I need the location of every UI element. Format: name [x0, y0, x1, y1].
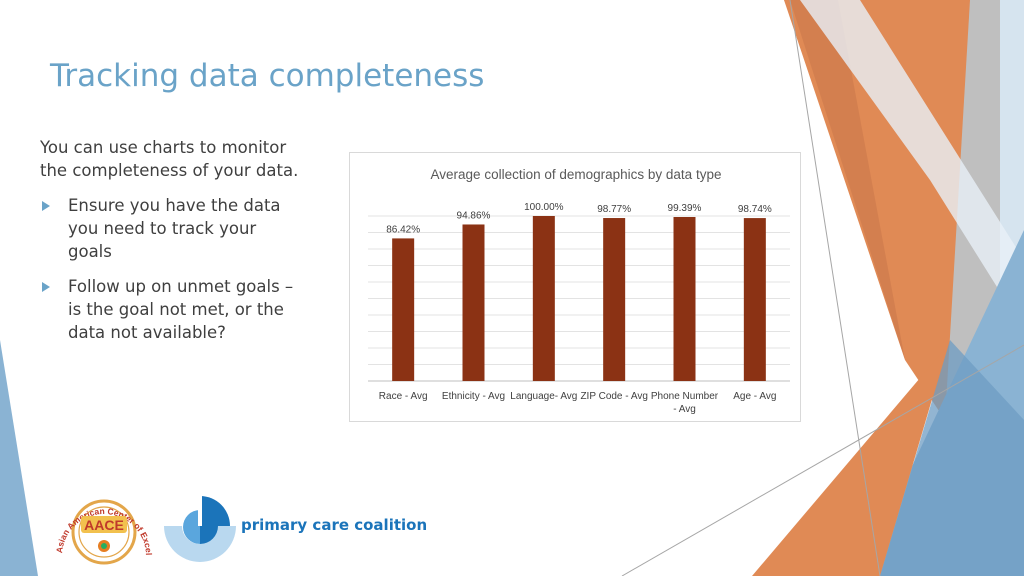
triangle-bullet-icon: [42, 201, 50, 211]
aace-logo: Asian American Center of Excellence AACE: [54, 488, 154, 565]
category-label: Race - Avg: [379, 391, 428, 402]
bar: [392, 238, 415, 381]
deco-line-1: [789, 0, 881, 576]
bar: [743, 218, 766, 381]
data-labels: 86.42% 94.86% 100.00% 98.77% 99.39% 98.74%: [386, 202, 772, 235]
data-label: 98.77%: [597, 204, 631, 215]
category-label: Phone Number - Avg: [651, 391, 719, 415]
pcc-name: primary care coalition: [241, 516, 428, 534]
category-label: Age - Avg: [733, 391, 776, 402]
data-label: 94.86%: [457, 210, 491, 221]
data-label: 100.00%: [524, 202, 564, 213]
data-label: 86.42%: [386, 224, 420, 235]
right-blue-shade: [880, 340, 1024, 576]
bar-chart: Average collection of demographics by da…: [368, 167, 790, 415]
bar: [673, 217, 696, 381]
category-label: Language- Avg: [510, 391, 577, 402]
data-label: 99.39%: [668, 203, 702, 214]
bar: [462, 224, 485, 381]
right-orange-shadow: [790, 0, 905, 360]
intro-text: You can use charts to monitor the comple…: [40, 138, 299, 180]
category-label: Ethnicity - Avg: [442, 391, 505, 402]
bar: [603, 218, 626, 381]
triangle-bullet-icon: [42, 282, 50, 292]
bars: [392, 216, 766, 381]
bullet-text: Ensure you have the data you need to tra…: [68, 196, 281, 261]
chart-title: Average collection of demographics by da…: [431, 167, 722, 182]
bottom-orange-shape: [752, 345, 948, 576]
bullet-text: Follow up on unmet goals – is the goal n…: [68, 277, 294, 342]
bar: [532, 216, 555, 381]
slide-title: Tracking data completeness: [50, 58, 485, 94]
aace-text: AACE: [84, 517, 124, 533]
left-blue-shape: [0, 340, 38, 576]
bullet-item: Follow up on unmet goals – is the goal n…: [40, 275, 302, 344]
primary-care-coalition-logo: [164, 490, 236, 562]
bullet-list: Ensure you have the data you need to tra…: [40, 194, 302, 344]
category-label: ZIP Code - Avg: [580, 391, 647, 402]
data-label: 98.74%: [738, 204, 772, 215]
gridlines: [368, 215, 790, 382]
text-content: You can use charts to monitor the comple…: [40, 136, 302, 356]
deco-line-2: [621, 344, 1024, 576]
chart-container: Average collection of demographics by da…: [349, 152, 801, 422]
bullet-item: Ensure you have the data you need to tra…: [40, 194, 302, 263]
category-labels: Race - Avg Ethnicity - Avg Language- Avg ZI…: [379, 391, 777, 415]
